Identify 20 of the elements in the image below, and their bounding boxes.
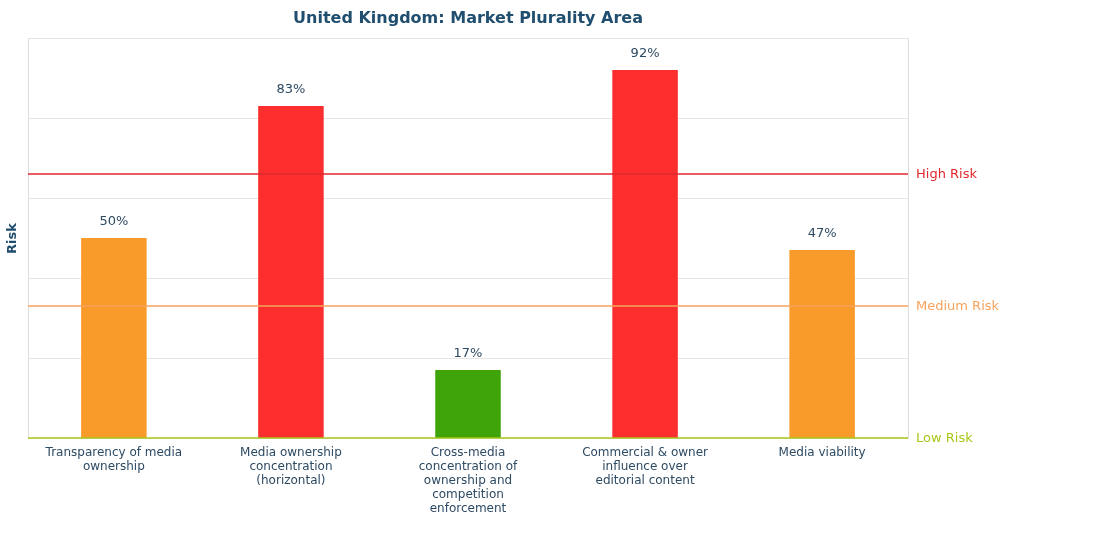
ref-line-label: Low Risk [916, 430, 974, 445]
data-label: 17% [453, 345, 483, 360]
data-label: 50% [99, 213, 129, 228]
bar [612, 70, 678, 438]
data-label: 83% [276, 81, 306, 96]
x-tick-label: Media ownership concentration (horizontal) [240, 444, 342, 487]
data-label: 47% [807, 225, 837, 240]
bar [789, 250, 855, 438]
ref-line-label: Medium Risk [916, 298, 1000, 313]
chart-title: United Kingdom: Market Plurality Area [293, 8, 643, 27]
bar [435, 370, 501, 438]
data-label: 92% [630, 45, 660, 60]
x-tick-label: Commercial & owner influence over editorial content [582, 444, 709, 487]
ref-line-label: High Risk [916, 166, 978, 181]
x-tick-label: Media viability [778, 444, 866, 459]
y-axis-title: Risk [3, 222, 19, 254]
bar [81, 238, 147, 438]
x-tick-label: Cross-media concentration of ownership and competition enforcement [418, 444, 519, 515]
bar [258, 106, 324, 438]
x-tick-label: Transparency of media ownership [44, 444, 183, 473]
